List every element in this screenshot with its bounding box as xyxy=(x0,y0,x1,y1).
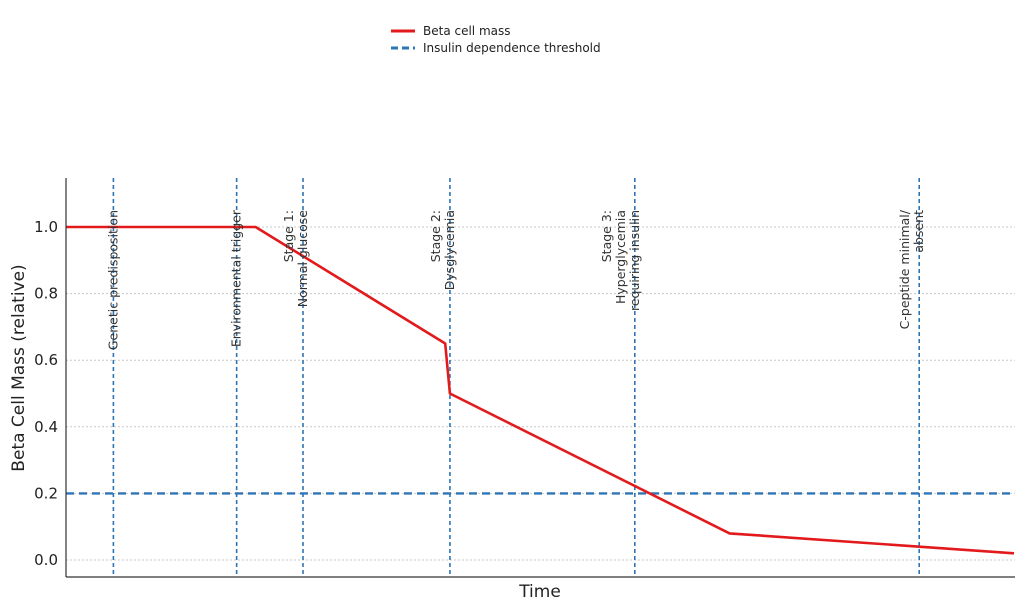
legend-label-threshold: Insulin dependence threshold xyxy=(423,41,601,55)
milestone-annotation: Normal glucose xyxy=(295,210,310,308)
milestone-annotation: Environmental trigger xyxy=(229,209,244,347)
series-layer xyxy=(66,225,1015,555)
milestone-annotation: Stage 3: xyxy=(599,210,614,262)
y-tick-label: 0.2 xyxy=(34,484,58,502)
milestone-annotation: Dysglycemia xyxy=(442,210,457,290)
annotations: Genetic predisposition Environmental trig… xyxy=(105,209,926,350)
x-axis-label: Time xyxy=(518,582,561,602)
y-axis-label: Beta Cell Mass (relative) xyxy=(9,264,29,471)
y-tick-label: 1.0 xyxy=(34,218,58,236)
legend-label-beta-cell-mass: Beta cell mass xyxy=(423,24,511,38)
milestone-lines xyxy=(112,178,921,577)
y-tick-label: 0.6 xyxy=(34,351,58,369)
y-tick-label: 0.4 xyxy=(34,418,58,436)
milestone-annotation: requiring insulin xyxy=(627,210,642,311)
y-tick-label: 0.8 xyxy=(34,285,58,303)
milestone-annotation: C-peptide minimal/ xyxy=(897,209,912,329)
axes xyxy=(65,178,1015,578)
y-tick-labels: 0.0 0.2 0.4 0.6 0.8 1.0 xyxy=(34,218,58,569)
grid-lines xyxy=(66,226,1015,561)
milestone-annotation: Stage 1: xyxy=(281,210,296,262)
series-line-beta-cell-mass xyxy=(66,225,1015,555)
milestone-annotation: absent xyxy=(911,210,926,253)
milestone-annotation: Genetic predisposition xyxy=(105,210,120,350)
legend: Beta cell mass Insulin dependence thresh… xyxy=(391,24,601,55)
milestone-annotation: Hyperglycemia xyxy=(613,210,628,304)
y-tick-label: 0.0 xyxy=(34,551,58,569)
milestone-annotation: Stage 2: xyxy=(428,210,443,262)
